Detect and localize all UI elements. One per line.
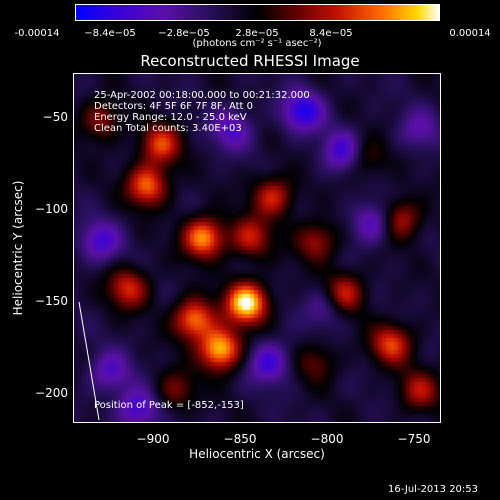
annotation-clean: Clean Total counts: 3.40E+03 [94, 123, 242, 134]
x-tick-label: −750 [397, 432, 431, 446]
plot-overlay: 25-Apr-2002 00:18:00.000 to 00:21:32.000… [78, 90, 310, 421]
chart-title: Reconstructed RHESSI Image [140, 52, 360, 70]
colorbar-tick: 2.8e−05 [235, 28, 279, 39]
x-tick-label: −800 [310, 432, 344, 446]
annotation-time: 25-Apr-2002 00:18:00.000 to 00:21:32.000 [94, 90, 310, 101]
y-tick-label: −50 [42, 110, 68, 124]
plot-area: 25-Apr-2002 00:18:00.000 to 00:21:32.000… [73, 73, 441, 423]
x-tick-label: −900 [136, 432, 170, 446]
y-axis-label: Heliocentric Y (arcsec) [11, 180, 25, 316]
x-axis-label: Heliocentric X (arcsec) [189, 447, 325, 461]
colorbar-tick: -0.00014 [14, 28, 60, 39]
colorbar-tick: −8.4e−05 [84, 28, 136, 39]
y-tick-label: −100 [35, 202, 68, 216]
limb-line [78, 301, 100, 421]
colorbar-tick: 0.00014 [449, 28, 491, 39]
annotation-energy: Energy Range: 12.0 - 25.0 keV [94, 112, 247, 123]
x-tick-label: −850 [223, 432, 257, 446]
heatmap-image [74, 74, 440, 422]
colorbar [75, 4, 440, 21]
y-tick-label: −150 [35, 294, 68, 308]
colorbar-tick: −2.8e−05 [158, 28, 210, 39]
annotation-peak: Position of Peak = [-852,-153] [94, 400, 244, 411]
colorbar-unit: (photons cm⁻² s⁻¹ asec⁻²) [192, 38, 322, 49]
generation-timestamp: 16-Jul-2013 20:53 [388, 484, 479, 495]
annotation-detectors: Detectors: 4F 5F 6F 7F 8F, Att 0 [94, 101, 253, 112]
y-tick-label: −200 [35, 386, 68, 400]
colorbar-tick: 8.4e−05 [309, 28, 353, 39]
